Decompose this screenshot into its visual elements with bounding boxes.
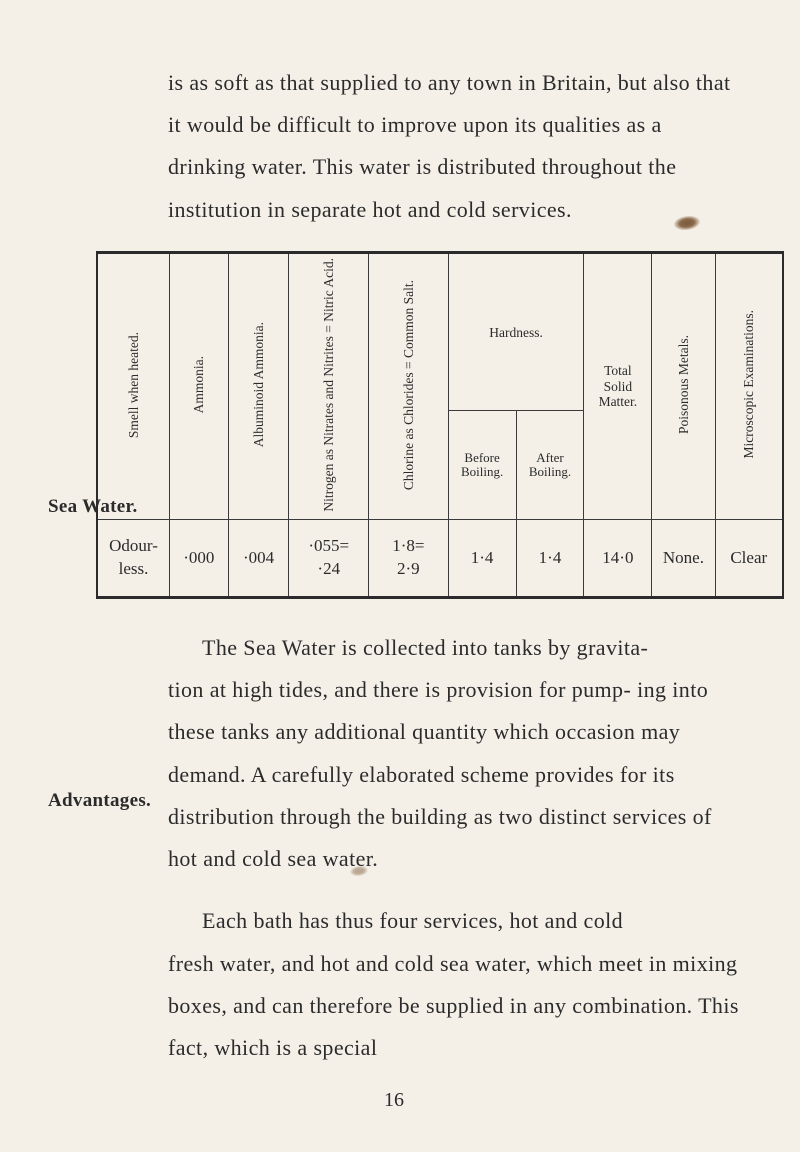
page-number: 16 <box>48 1089 740 1112</box>
water-analysis-table: Smell when heated. Ammonia. Albuminoid A… <box>96 251 784 599</box>
cell-microscopic: Clear <box>715 520 783 598</box>
col-chlorine: Chlorine as Chlorides = Common Salt. <box>369 252 449 519</box>
advantages-paragraph: Each bath has thus four services, hot an… <box>168 900 740 1069</box>
col-poisonous: Poisonous Metals. <box>652 252 715 519</box>
col-nitrogen: Nitrogen as Nitrates and Nitrites = Nitr… <box>289 252 369 519</box>
cell-before: 1·4 <box>448 520 516 598</box>
col-ammonia: Ammonia. <box>170 252 229 519</box>
cell-albuminoid: ·004 <box>228 520 289 598</box>
col-hardness: Hardness. <box>448 252 584 410</box>
cell-nitrogen: ·055= ·24 <box>289 520 369 598</box>
col-after: After Boiling. <box>516 411 584 520</box>
col-albuminoid: Albuminoid Ammonia. <box>228 252 289 519</box>
sea-water-paragraph: The Sea Water is collected into tanks by… <box>168 627 740 880</box>
margin-label-advantages: Advantages. <box>48 790 151 812</box>
col-total: Total Solid Matter. <box>584 252 652 519</box>
cell-after: 1·4 <box>516 520 584 598</box>
cell-chlorine: 1·8= 2·9 <box>369 520 449 598</box>
cell-total: 14·0 <box>584 520 652 598</box>
cell-smell: Odour- less. <box>97 520 170 598</box>
cell-poisonous: None. <box>652 520 715 598</box>
intro-paragraph: is as soft as that supplied to any town … <box>168 62 740 231</box>
col-before: Before Boiling. <box>448 411 516 520</box>
col-microscopic: Microscopic Examinations. <box>715 252 783 519</box>
cell-ammonia: ·000 <box>170 520 229 598</box>
col-smell: Smell when heated. <box>97 252 170 519</box>
table-row: Odour- less. ·000 ·004 ·055= ·24 1·8= 2·… <box>97 520 783 598</box>
margin-label-sea-water: Sea Water. <box>48 496 138 518</box>
